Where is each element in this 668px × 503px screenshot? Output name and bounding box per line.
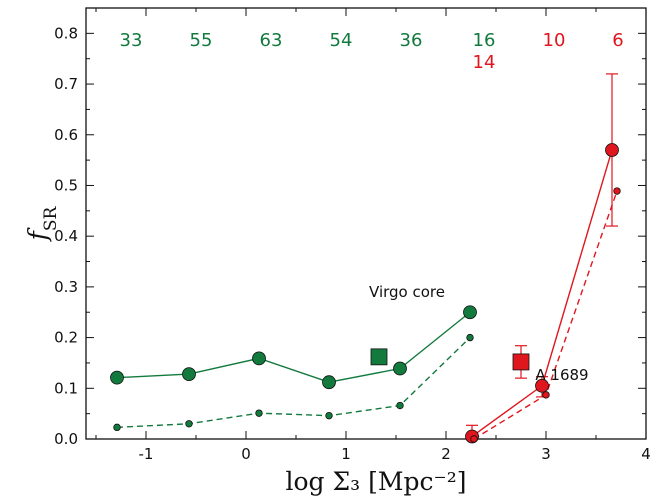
x-tick-label: 4 — [641, 445, 651, 463]
y-tick-label: 0.5 — [54, 176, 78, 194]
plot-frame-group — [85, 7, 647, 440]
data-point — [535, 378, 549, 393]
data-point — [185, 420, 193, 428]
data-point — [463, 305, 477, 320]
data-markers-group — [110, 143, 621, 444]
count-label: 33 — [120, 30, 143, 51]
data-point — [255, 409, 263, 417]
x-tick-label: 3 — [541, 445, 551, 463]
y-tick-label: 0.4 — [54, 227, 78, 245]
data-point — [110, 370, 124, 385]
data-point — [182, 367, 196, 381]
count-label: 16 — [473, 30, 496, 51]
square-marker — [370, 348, 388, 366]
data-point — [466, 333, 474, 342]
y-tick-label: 0.1 — [54, 379, 78, 397]
data-point — [396, 401, 404, 410]
annotation-label: Virgo core — [369, 283, 445, 301]
x-tick-label: 2 — [441, 445, 451, 463]
y-tick-label: 0.0 — [54, 430, 78, 448]
series-line-green-dashed — [116, 337, 471, 429]
x-tick-label: -1 — [139, 445, 154, 463]
count-label: 54 — [330, 30, 353, 51]
data-point — [252, 351, 266, 366]
series-line-red-dashed — [473, 190, 618, 440]
x-axis-label: log Σ₃ [Mpc⁻²] — [286, 467, 467, 496]
y-tick-label: 0.7 — [54, 75, 78, 93]
series-line-green-solid — [116, 311, 471, 383]
plot-frame — [85, 7, 647, 440]
x-tick-label: 1 — [341, 445, 351, 463]
count-label: 10 — [543, 30, 566, 51]
square-marker — [512, 353, 530, 371]
text-labels-group: -1 0 1 2 3 40.00.10.20.30.40.50.60.70.8 33 55 63… — [23, 24, 651, 496]
y-axis-label: fSR — [23, 205, 61, 242]
count-label: 14 — [473, 52, 496, 73]
count-label: 55 — [190, 30, 213, 51]
data-point — [325, 411, 333, 420]
data-point — [322, 375, 336, 390]
data-point — [113, 423, 121, 432]
y-tick-label: 0.6 — [54, 126, 78, 144]
x-tick-label: 0 — [241, 445, 251, 463]
data-point — [470, 435, 478, 443]
data-point — [613, 187, 621, 195]
count-label: 63 — [260, 30, 283, 51]
data-point — [542, 391, 550, 399]
y-tick-label: 0.2 — [54, 329, 78, 347]
data-point — [605, 143, 619, 157]
count-label: 36 — [400, 30, 423, 51]
y-tick-label: 0.8 — [54, 24, 78, 42]
annotation-label: A 1689 — [535, 366, 588, 384]
count-label: 6 — [612, 30, 623, 51]
data-point — [393, 361, 407, 376]
y-tick-label: 0.3 — [54, 278, 78, 296]
